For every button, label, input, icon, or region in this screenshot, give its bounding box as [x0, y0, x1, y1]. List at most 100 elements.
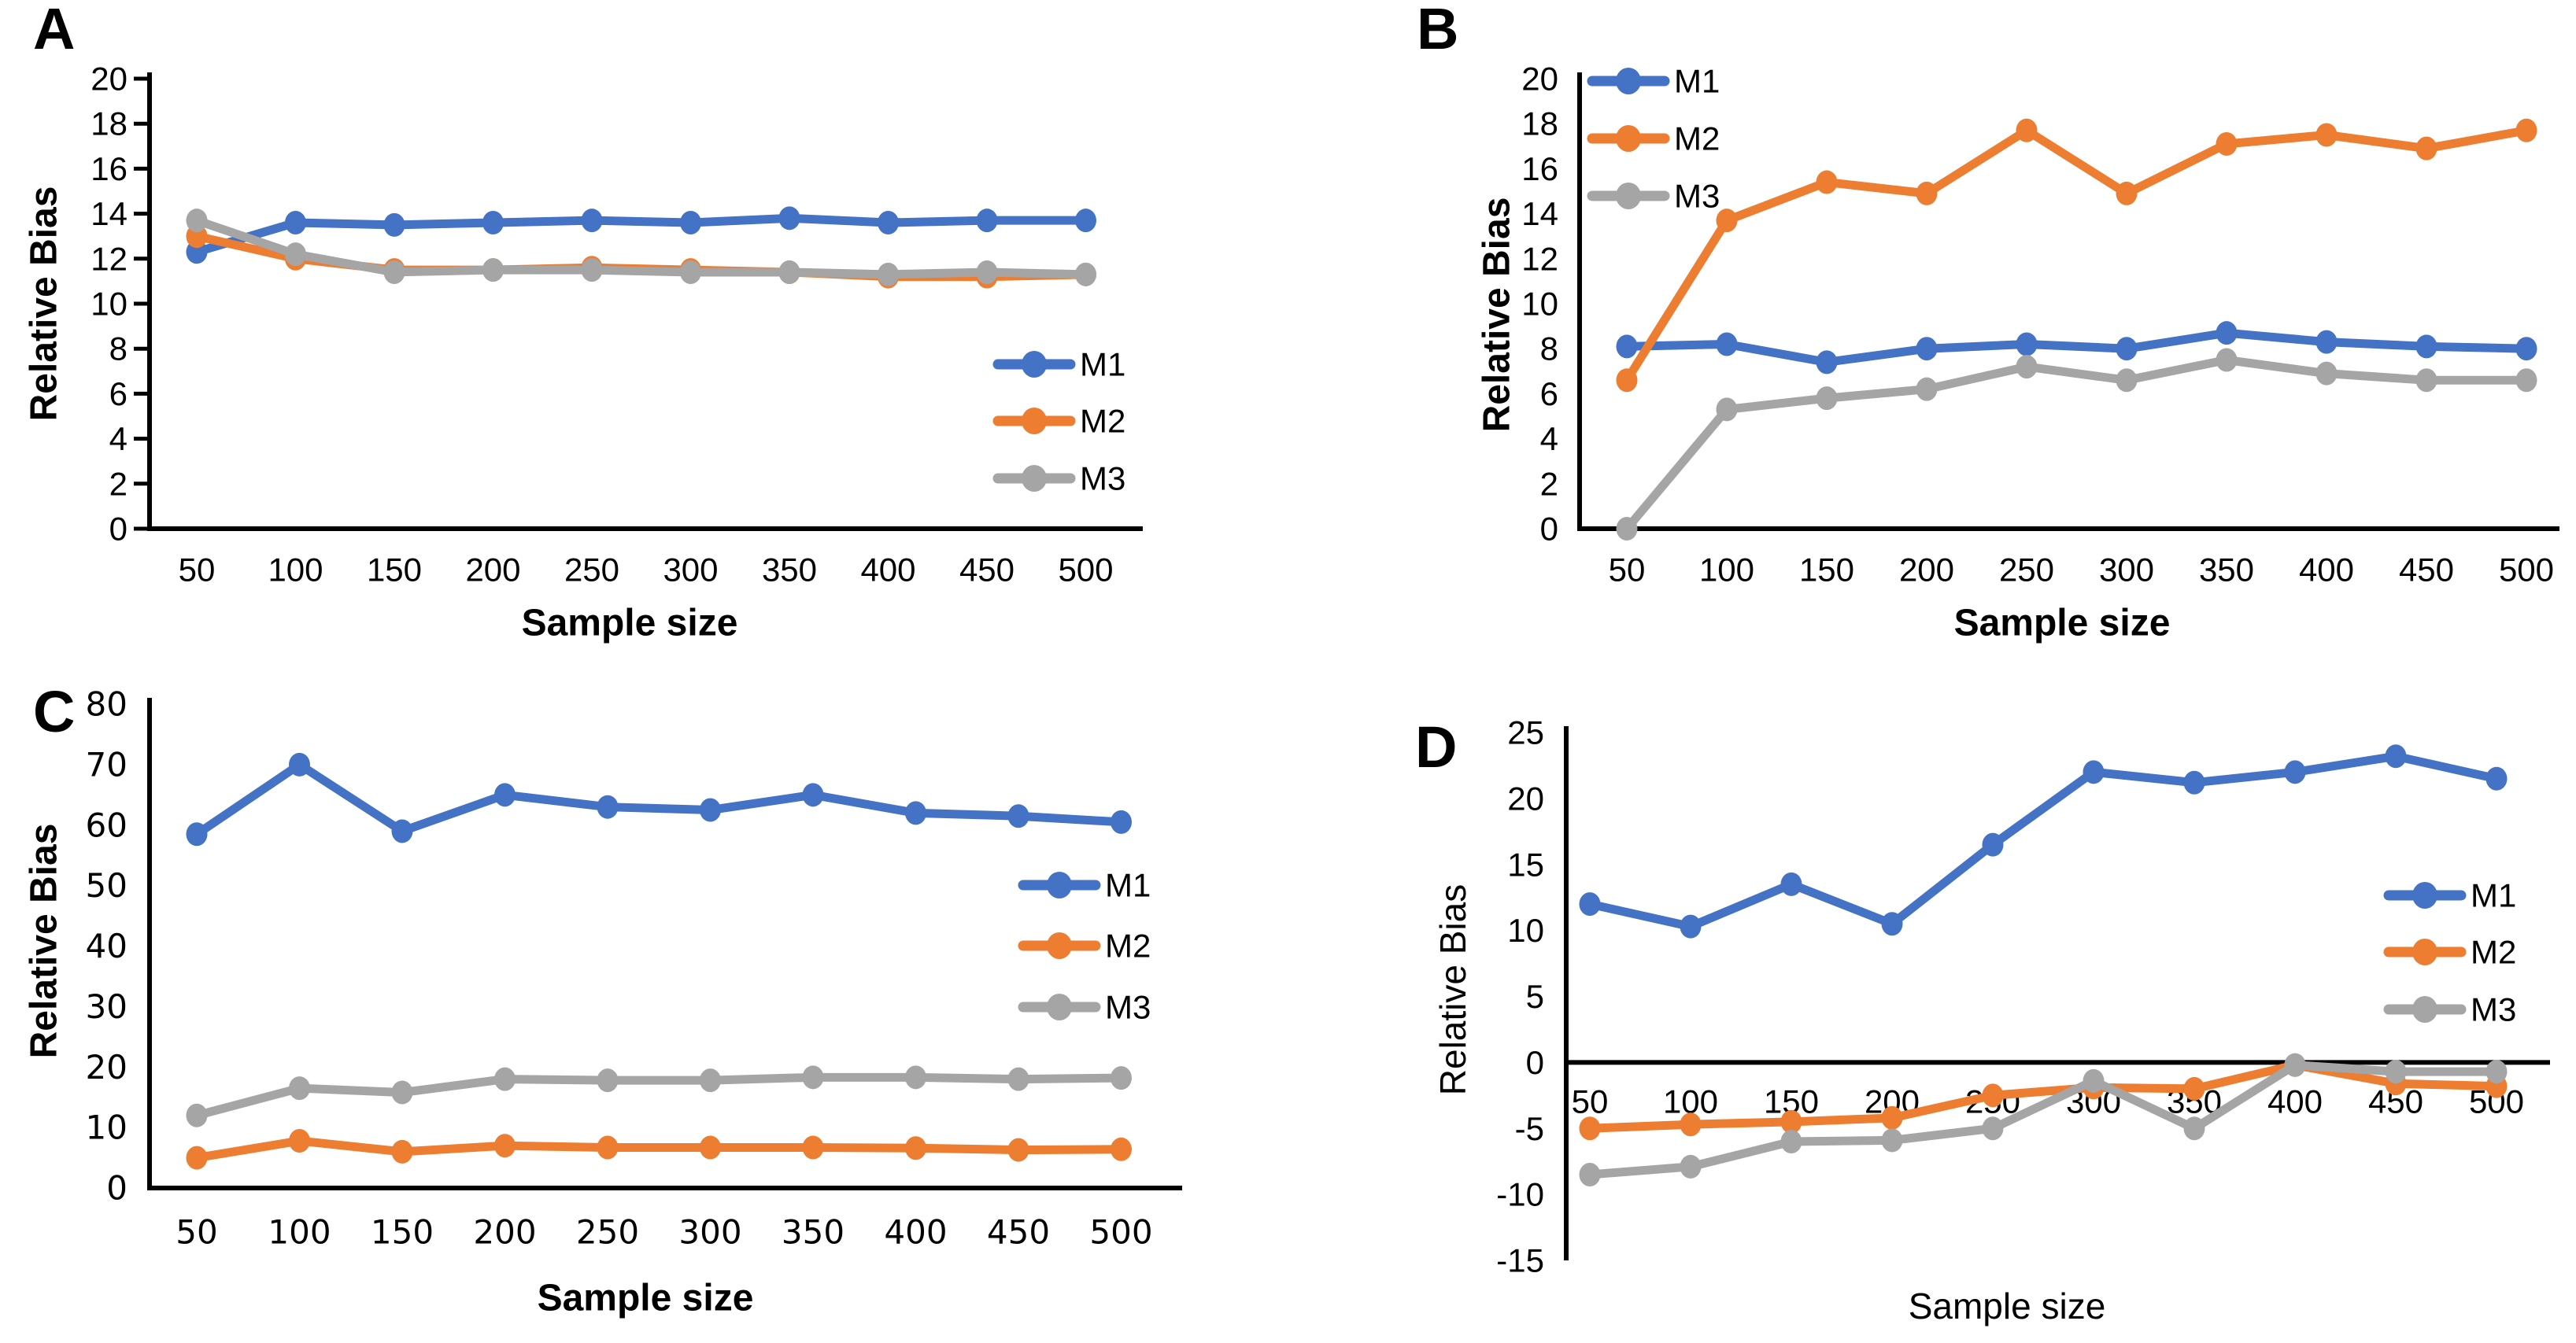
data-point-M1: [186, 822, 208, 847]
data-point-M2: [1916, 181, 1938, 205]
y-tick-label: 8: [109, 330, 128, 367]
y-tick-label: 10: [86, 1109, 128, 1147]
x-tick-label: 100: [268, 552, 323, 588]
y-tick-label: 0: [106, 1169, 128, 1208]
legend-label: M2: [2471, 934, 2516, 971]
data-point-M2: [597, 1135, 619, 1160]
y-tick-label: -5: [1515, 1110, 1544, 1147]
x-tick-label: 450: [987, 1213, 1050, 1252]
y-tick-label: 30: [86, 987, 128, 1026]
y-tick-label: 8: [1540, 330, 1558, 367]
y-tick-label: 14: [91, 195, 128, 232]
x-tick-label: 500: [1089, 1213, 1152, 1252]
data-point-M3: [289, 1076, 310, 1101]
data-point-M1: [391, 819, 413, 843]
y-tick-label: 80: [86, 685, 128, 724]
data-point-M3: [905, 1065, 926, 1090]
series-line-M3: [192, 1072, 1125, 1120]
panel-B: B 0 2 4 6 8 10 12 14 16 18 20 50 100 150 200 250 300 350 40…: [1417, 0, 2559, 644]
y-tick-label: 50: [86, 866, 128, 905]
data-point-M3: [1816, 386, 1838, 411]
data-point-M3: [186, 1103, 208, 1127]
data-point-M1: [905, 801, 926, 825]
data-point-M3: [2385, 1060, 2407, 1084]
x-tick-label: 300: [663, 552, 718, 588]
data-point-M2: [289, 1129, 310, 1153]
data-point-M1: [680, 211, 701, 235]
x-tick-label: 200: [1899, 552, 1954, 588]
data-point-M1: [778, 206, 800, 231]
data-point-M1: [976, 208, 998, 233]
data-point-M3: [1881, 1128, 1903, 1153]
y-tick-label: 12: [1521, 240, 1558, 277]
legend-marker-icon: [1047, 994, 1072, 1020]
y-tick-label: 14: [1521, 195, 1558, 232]
legend-marker-icon: [1022, 465, 1047, 492]
y-tick-label: 25: [1507, 714, 1544, 751]
data-point-M1: [2385, 744, 2407, 769]
y-tick-label: 18: [91, 105, 128, 142]
data-point-M2: [700, 1135, 721, 1160]
panel-A: A 0 2 4 6 8 10 12 14 16 18 20 50 100 150 200 250 300 350 40…: [24, 0, 1143, 644]
data-point-M2: [186, 1146, 208, 1170]
data-point-M1: [383, 212, 405, 237]
x-tick-label: 400: [2299, 552, 2354, 588]
data-point-M3: [2116, 368, 2138, 393]
data-point-M1: [2183, 770, 2205, 795]
x-tick-label: 50: [1572, 1083, 1609, 1120]
data-point-M1: [1007, 804, 1029, 828]
y-tick-label: 10: [1507, 912, 1544, 949]
data-point-M2: [2216, 131, 2238, 156]
legend-label: M1: [1674, 63, 1720, 100]
x-axis-title: Sample size: [538, 1278, 754, 1319]
data-point-M2: [1111, 1137, 1132, 1161]
legend-marker-icon: [1047, 932, 1072, 959]
legend-label: M3: [2471, 991, 2516, 1028]
data-point-M1: [1579, 892, 1601, 917]
data-point-M3: [2515, 368, 2537, 393]
data-point-M3: [1075, 262, 1096, 286]
data-point-M3: [186, 208, 208, 233]
data-point-M2: [1716, 208, 1738, 233]
data-point-M2: [1816, 170, 1838, 194]
x-tick-label: 450: [2399, 552, 2454, 588]
data-point-M2: [1982, 1083, 2004, 1108]
panel-letter-A: A: [33, 0, 75, 61]
panel-D: D2520151050-5-10-15501001502002503003504…: [1415, 714, 2550, 1326]
data-point-M2: [905, 1136, 926, 1160]
data-point-M1: [878, 211, 899, 235]
data-point-M1: [1916, 337, 1938, 361]
legend-item-M3: M3: [1018, 989, 1151, 1026]
data-point-M1: [2315, 330, 2338, 354]
data-point-M3: [581, 258, 603, 282]
data-point-M1: [597, 795, 619, 819]
y-tick-label: 0: [1540, 511, 1558, 548]
x-tick-label: 250: [564, 552, 619, 588]
data-point-M1: [1716, 332, 1738, 356]
legend-item-M1: M1: [1018, 867, 1151, 904]
data-point-M3: [482, 258, 504, 282]
y-tick-label: 20: [1521, 61, 1558, 98]
data-point-M1: [1616, 334, 1638, 359]
legend-item-M1: M1: [2383, 877, 2516, 914]
series-line-M2: [1622, 126, 2531, 385]
data-point-M1: [285, 211, 306, 235]
data-point-M3: [2183, 1116, 2205, 1141]
y-tick-label: 15: [1507, 846, 1544, 883]
legend-label: M1: [2471, 877, 2516, 914]
x-tick-label: 500: [2499, 552, 2554, 588]
y-tick-label: 60: [86, 806, 128, 844]
y-tick-label: 16: [91, 150, 128, 187]
legend-marker-icon: [1616, 183, 1641, 209]
x-tick-label: 300: [678, 1213, 741, 1252]
legend-item-M3: M3: [992, 460, 1125, 497]
series-line-M2: [192, 1136, 1125, 1163]
data-point-M3: [700, 1068, 721, 1093]
y-tick-label: 4: [1540, 420, 1558, 457]
legend-label: M2: [1674, 120, 1720, 157]
data-point-M2: [2415, 136, 2437, 160]
data-point-M3: [1616, 517, 1638, 541]
legend-label: M3: [1105, 989, 1151, 1026]
data-point-M3: [1007, 1067, 1029, 1091]
data-point-M2: [802, 1135, 824, 1160]
